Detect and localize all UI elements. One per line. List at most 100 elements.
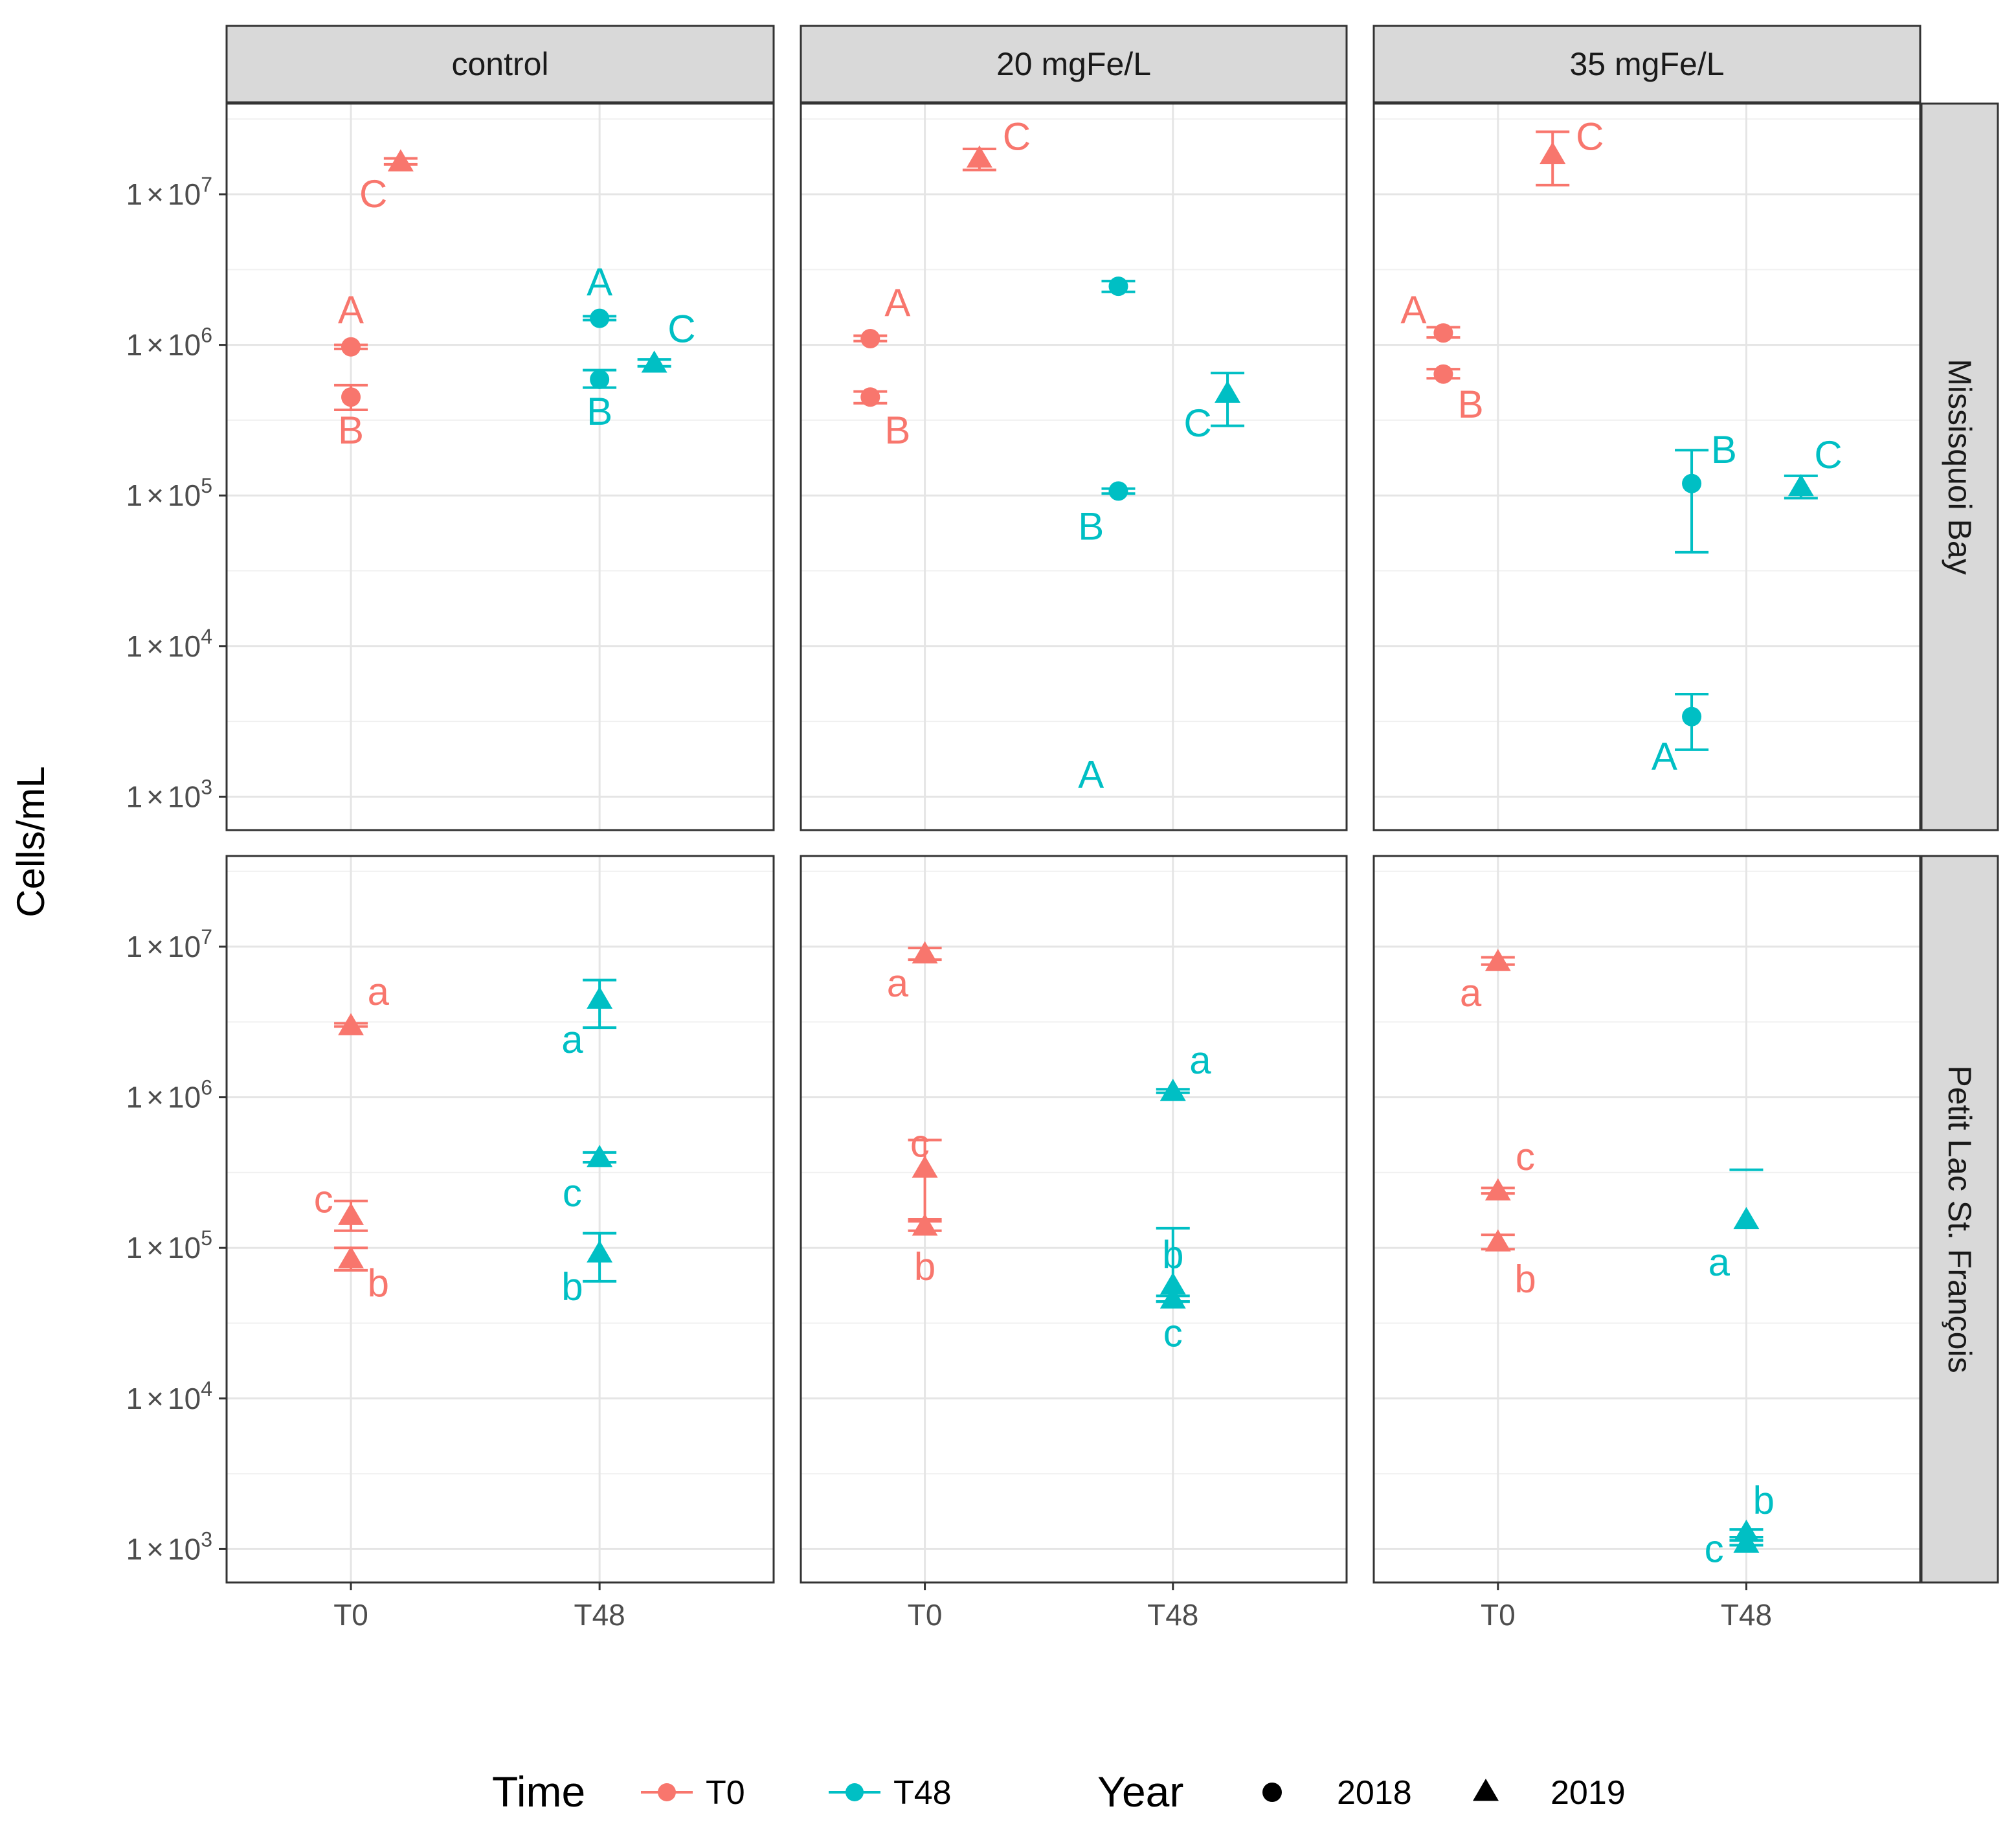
strip-label-col-1: 20 mgFe/L	[996, 46, 1151, 82]
marker-triangle-2019	[587, 1240, 613, 1263]
y-tick-times: ×	[146, 328, 164, 362]
marker-triangle-2019	[587, 986, 613, 1009]
y-tick-times: ×	[146, 1081, 164, 1114]
x-tick-label: T0	[908, 1598, 943, 1632]
marker-circle-2018	[1108, 276, 1128, 297]
marker-circle-2018	[341, 387, 361, 407]
marker-triangle-2019	[1484, 949, 1511, 971]
marker-circle-2018	[590, 308, 610, 328]
y-tick-mantissa: 1	[126, 328, 143, 362]
marker-triangle-2019	[912, 1155, 938, 1178]
y-tick-mantissa: 1	[126, 1081, 143, 1114]
data-point-4: B	[583, 368, 617, 433]
y-tick-base: 10	[168, 629, 201, 663]
y-tick-times: ×	[146, 478, 164, 512]
significance-letter: c	[1516, 1135, 1535, 1178]
marker-circle-2018	[1433, 323, 1453, 343]
legend-time-item-1: T48	[829, 1774, 952, 1812]
y-tick-label: 1 × 104	[126, 1377, 212, 1415]
data-point-7: B	[853, 387, 910, 452]
marker-triangle-2019	[966, 145, 992, 168]
marker-triangle-2019	[641, 350, 667, 373]
y-tick-label: 1 × 104	[126, 625, 212, 663]
y-tick-exponent: 6	[201, 1076, 212, 1099]
data-point-6: A	[853, 281, 910, 348]
x-tick-label: T0	[1481, 1598, 1516, 1632]
significance-letter: a	[1189, 1039, 1211, 1082]
significance-letter: b	[1753, 1478, 1775, 1522]
data-point-33: a	[1708, 1168, 1764, 1284]
marker-triangle-2019	[1787, 474, 1814, 497]
panel-background	[1374, 104, 1920, 830]
y-tick-times: ×	[146, 177, 164, 211]
panel-border	[1372, 102, 1921, 831]
marker-circle-2018	[860, 387, 880, 407]
legend-key-triangle	[1473, 1779, 1499, 1801]
significance-letter: B	[1711, 428, 1737, 471]
marker-circle-2018	[1682, 706, 1702, 726]
y-tick-mantissa: 1	[126, 780, 143, 813]
significance-letter: a	[561, 1018, 583, 1061]
data-point-8: C	[962, 115, 1031, 172]
significance-letter: b	[1514, 1257, 1536, 1301]
significance-letter: A	[884, 281, 910, 324]
x-tick-label: T48	[574, 1598, 625, 1632]
panel-background	[227, 104, 774, 830]
significance-letter: b	[1162, 1233, 1183, 1276]
x-tick-label: T48	[1721, 1598, 1772, 1632]
panel-background	[1374, 856, 1920, 1582]
y-tick-times: ×	[146, 1231, 164, 1265]
significance-letter: A	[587, 260, 612, 304]
legend-key-dot	[846, 1783, 864, 1801]
significance-letter: a	[368, 970, 390, 1013]
panel-0-1	[800, 102, 1348, 831]
y-tick-base: 10	[168, 1081, 201, 1114]
marker-triangle-2019	[1159, 1272, 1186, 1295]
significance-letter: C	[1003, 115, 1031, 159]
y-tick-base: 10	[168, 780, 201, 813]
marker-triangle-2019	[1733, 1530, 1760, 1553]
y-tick-exponent: 4	[201, 1377, 212, 1401]
significance-letter: B	[884, 409, 910, 452]
significance-letter: c	[314, 1177, 333, 1221]
strip-background	[1920, 855, 1999, 1584]
data-point-14: C	[1536, 115, 1604, 186]
data-point-35: c	[1705, 1527, 1764, 1570]
panel-background	[801, 856, 1347, 1582]
data-point-13: B	[1426, 364, 1484, 426]
panel-border	[1372, 855, 1921, 1584]
data-point-10: A	[1078, 276, 1136, 796]
panel-border	[225, 855, 775, 1584]
data-point-27: a	[1156, 1039, 1211, 1101]
significance-letter: a	[1708, 1241, 1730, 1284]
marker-triangle-2019	[338, 1013, 364, 1035]
data-point-25: c	[908, 1122, 942, 1221]
x-tick-label: T0	[333, 1598, 368, 1632]
data-point-17: C	[1784, 433, 1842, 500]
significance-letter: a	[1460, 971, 1482, 1015]
marker-triangle-2019	[1159, 1078, 1186, 1101]
y-tick-base: 10	[168, 1382, 201, 1415]
y-axis-title: Cells/mL	[9, 766, 52, 917]
data-point-0: A	[334, 288, 368, 357]
panel-1-2	[1372, 855, 1921, 1584]
significance-letter: a	[887, 962, 909, 1005]
significance-letter: A	[338, 288, 364, 332]
panels	[225, 102, 1921, 1584]
significance-letter: B	[1458, 383, 1484, 426]
y-tick-label: 1 × 105	[126, 474, 212, 512]
significance-letter: A	[1078, 752, 1104, 796]
panel-0-0	[225, 102, 775, 831]
panel-border	[800, 855, 1348, 1584]
legend-year-label: 2018	[1337, 1774, 1412, 1812]
significance-letter: C	[1814, 433, 1842, 477]
significance-letter: b	[368, 1261, 389, 1305]
strip-label-col-0: control	[451, 46, 548, 82]
marker-triangle-2019	[338, 1246, 364, 1268]
panel-0-2	[1372, 102, 1921, 831]
marker-triangle-2019	[1484, 1229, 1511, 1252]
y-tick-base: 10	[168, 328, 201, 362]
data-point-20: b	[334, 1246, 389, 1305]
